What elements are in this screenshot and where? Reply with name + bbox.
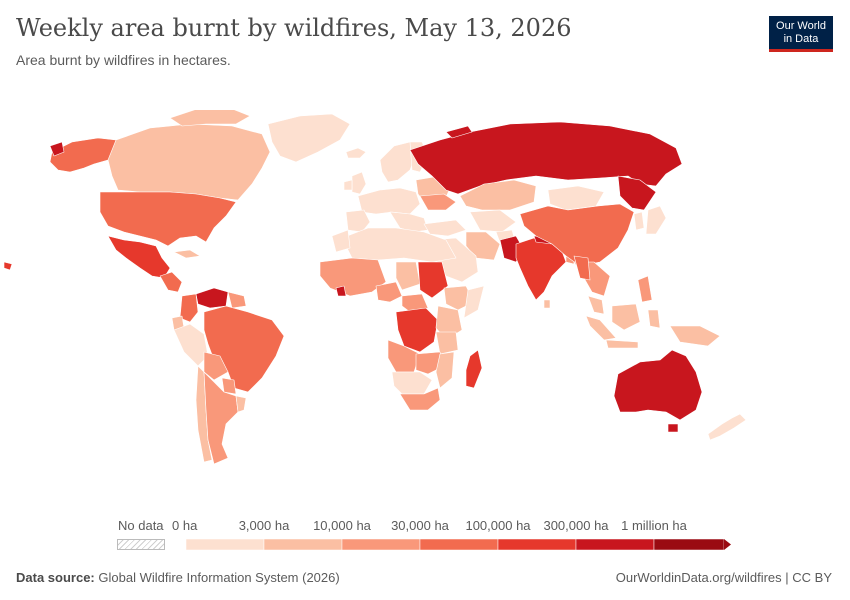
footer-source: Data source: Global Wildfire Information… [16, 570, 340, 585]
region-west-africa[interactable] [319, 257, 387, 297]
legend-swatch-4[interactable] [497, 539, 577, 550]
region-sumatra[interactable] [585, 315, 617, 341]
chart-title: Weekly area burnt by wildfires, May 13, … [16, 14, 572, 42]
legend-tick-label-6: 1 million ha [621, 518, 687, 533]
region-sulawesi[interactable] [647, 309, 661, 329]
legend-tick-label-5: 300,000 ha [543, 518, 609, 533]
legend-tick-label-1: 3,000 ha [238, 518, 290, 533]
region-mozambique[interactable] [435, 351, 455, 389]
region-cuba[interactable] [173, 249, 201, 259]
legend-swatch-0[interactable] [186, 539, 265, 550]
legend-tick-label-2: 10,000 ha [313, 518, 371, 533]
region-tanzania[interactable] [435, 331, 459, 355]
legend-open-end-arrow [724, 539, 731, 550]
region-south-africa[interactable] [399, 387, 441, 411]
logo-line-2: in Data [783, 33, 819, 45]
region-tasmania[interactable] [667, 423, 679, 433]
color-legend: No data 0 ha 3,000 ha 10,000 ha 30,000 ha 10… [0, 512, 850, 557]
legend-tick-label-3: 30,000 ha [391, 518, 449, 533]
region-myanmar[interactable] [573, 255, 591, 281]
region-peru[interactable] [173, 323, 209, 367]
region-novaya-zemlya[interactable] [445, 125, 473, 139]
legend-no-data-label: No data [118, 518, 164, 533]
region-iran[interactable] [465, 231, 501, 261]
region-alaska[interactable] [49, 137, 123, 173]
region-korea[interactable] [633, 211, 645, 231]
legend-tick-label-0: 0 ha [172, 518, 198, 533]
source-text[interactable]: Global Wildfire Information System (2026… [98, 570, 340, 585]
region-uruguay[interactable] [235, 395, 247, 413]
region-paraguay[interactable] [221, 377, 237, 395]
legend-swatch-5[interactable] [575, 539, 655, 550]
region-guianas[interactable] [227, 291, 247, 309]
region-new-guinea[interactable] [669, 325, 721, 347]
region-dr-congo[interactable] [395, 307, 439, 353]
region-canada[interactable] [107, 123, 271, 201]
region-iceland[interactable] [345, 147, 367, 159]
legend-color-bar [186, 539, 731, 550]
region-ireland[interactable] [343, 179, 353, 191]
source-label: Data source: [16, 570, 95, 585]
region-madagascar[interactable] [465, 349, 483, 389]
region-turkey[interactable] [423, 219, 467, 237]
legend-swatch-1[interactable] [263, 539, 343, 550]
region-united-kingdom[interactable] [351, 171, 367, 195]
region-sierra-leone[interactable] [335, 285, 347, 297]
region-iberia[interactable] [345, 209, 371, 233]
region-venezuela[interactable] [195, 287, 229, 309]
region-central-asia[interactable] [469, 209, 517, 233]
legend-tick-label-4: 100,000 ha [465, 518, 531, 533]
region-sri-lanka[interactable] [543, 299, 551, 309]
world-map [3, 110, 747, 465]
region-java[interactable] [605, 339, 639, 349]
region-alaska-tip[interactable] [49, 141, 65, 157]
region-scandinavia[interactable] [379, 141, 419, 183]
region-japan[interactable] [645, 205, 667, 235]
region-somalia[interactable] [463, 285, 485, 319]
region-australia[interactable] [613, 349, 703, 421]
chart-subtitle: Area burnt by wildfires in hectares. [16, 52, 231, 68]
region-ukraine[interactable] [419, 193, 457, 211]
legend-swatch-6[interactable] [653, 539, 725, 550]
legend-no-data-swatch[interactable] [117, 539, 165, 550]
region-borneo[interactable] [611, 303, 641, 331]
region-morocco[interactable] [331, 229, 351, 253]
region-philippines[interactable] [637, 275, 653, 303]
owid-logo[interactable]: Our World in Data [769, 16, 833, 52]
region-kazakhstan[interactable] [459, 179, 537, 211]
region-new-zealand[interactable] [707, 413, 747, 441]
legend-swatch-2[interactable] [341, 539, 421, 550]
region-canada-islands[interactable] [169, 110, 251, 127]
legend-swatch-3[interactable] [419, 539, 499, 550]
region-bolivia[interactable] [203, 351, 229, 381]
region-brazil[interactable] [203, 305, 285, 393]
region-colombia[interactable] [179, 293, 199, 323]
region-namibia-botswana[interactable] [391, 371, 433, 395]
region-sudan[interactable] [417, 261, 449, 299]
region-hawaii[interactable] [3, 261, 13, 271]
region-russia-far-east[interactable] [617, 175, 657, 211]
region-greenland[interactable] [267, 113, 351, 163]
region-china[interactable] [519, 203, 635, 267]
region-western-europe[interactable] [357, 187, 421, 215]
region-argentina[interactable] [203, 371, 239, 465]
region-united-states[interactable] [99, 191, 237, 247]
region-central-america[interactable] [159, 271, 183, 293]
footer-url[interactable]: OurWorldinData.org/wildfires | CC BY [615, 570, 832, 585]
region-mexico[interactable] [107, 235, 171, 279]
logo-line-1: Our World [776, 20, 826, 32]
region-malaysia[interactable] [587, 295, 605, 315]
region-nigeria[interactable] [375, 281, 403, 303]
region-chad[interactable] [395, 261, 421, 291]
